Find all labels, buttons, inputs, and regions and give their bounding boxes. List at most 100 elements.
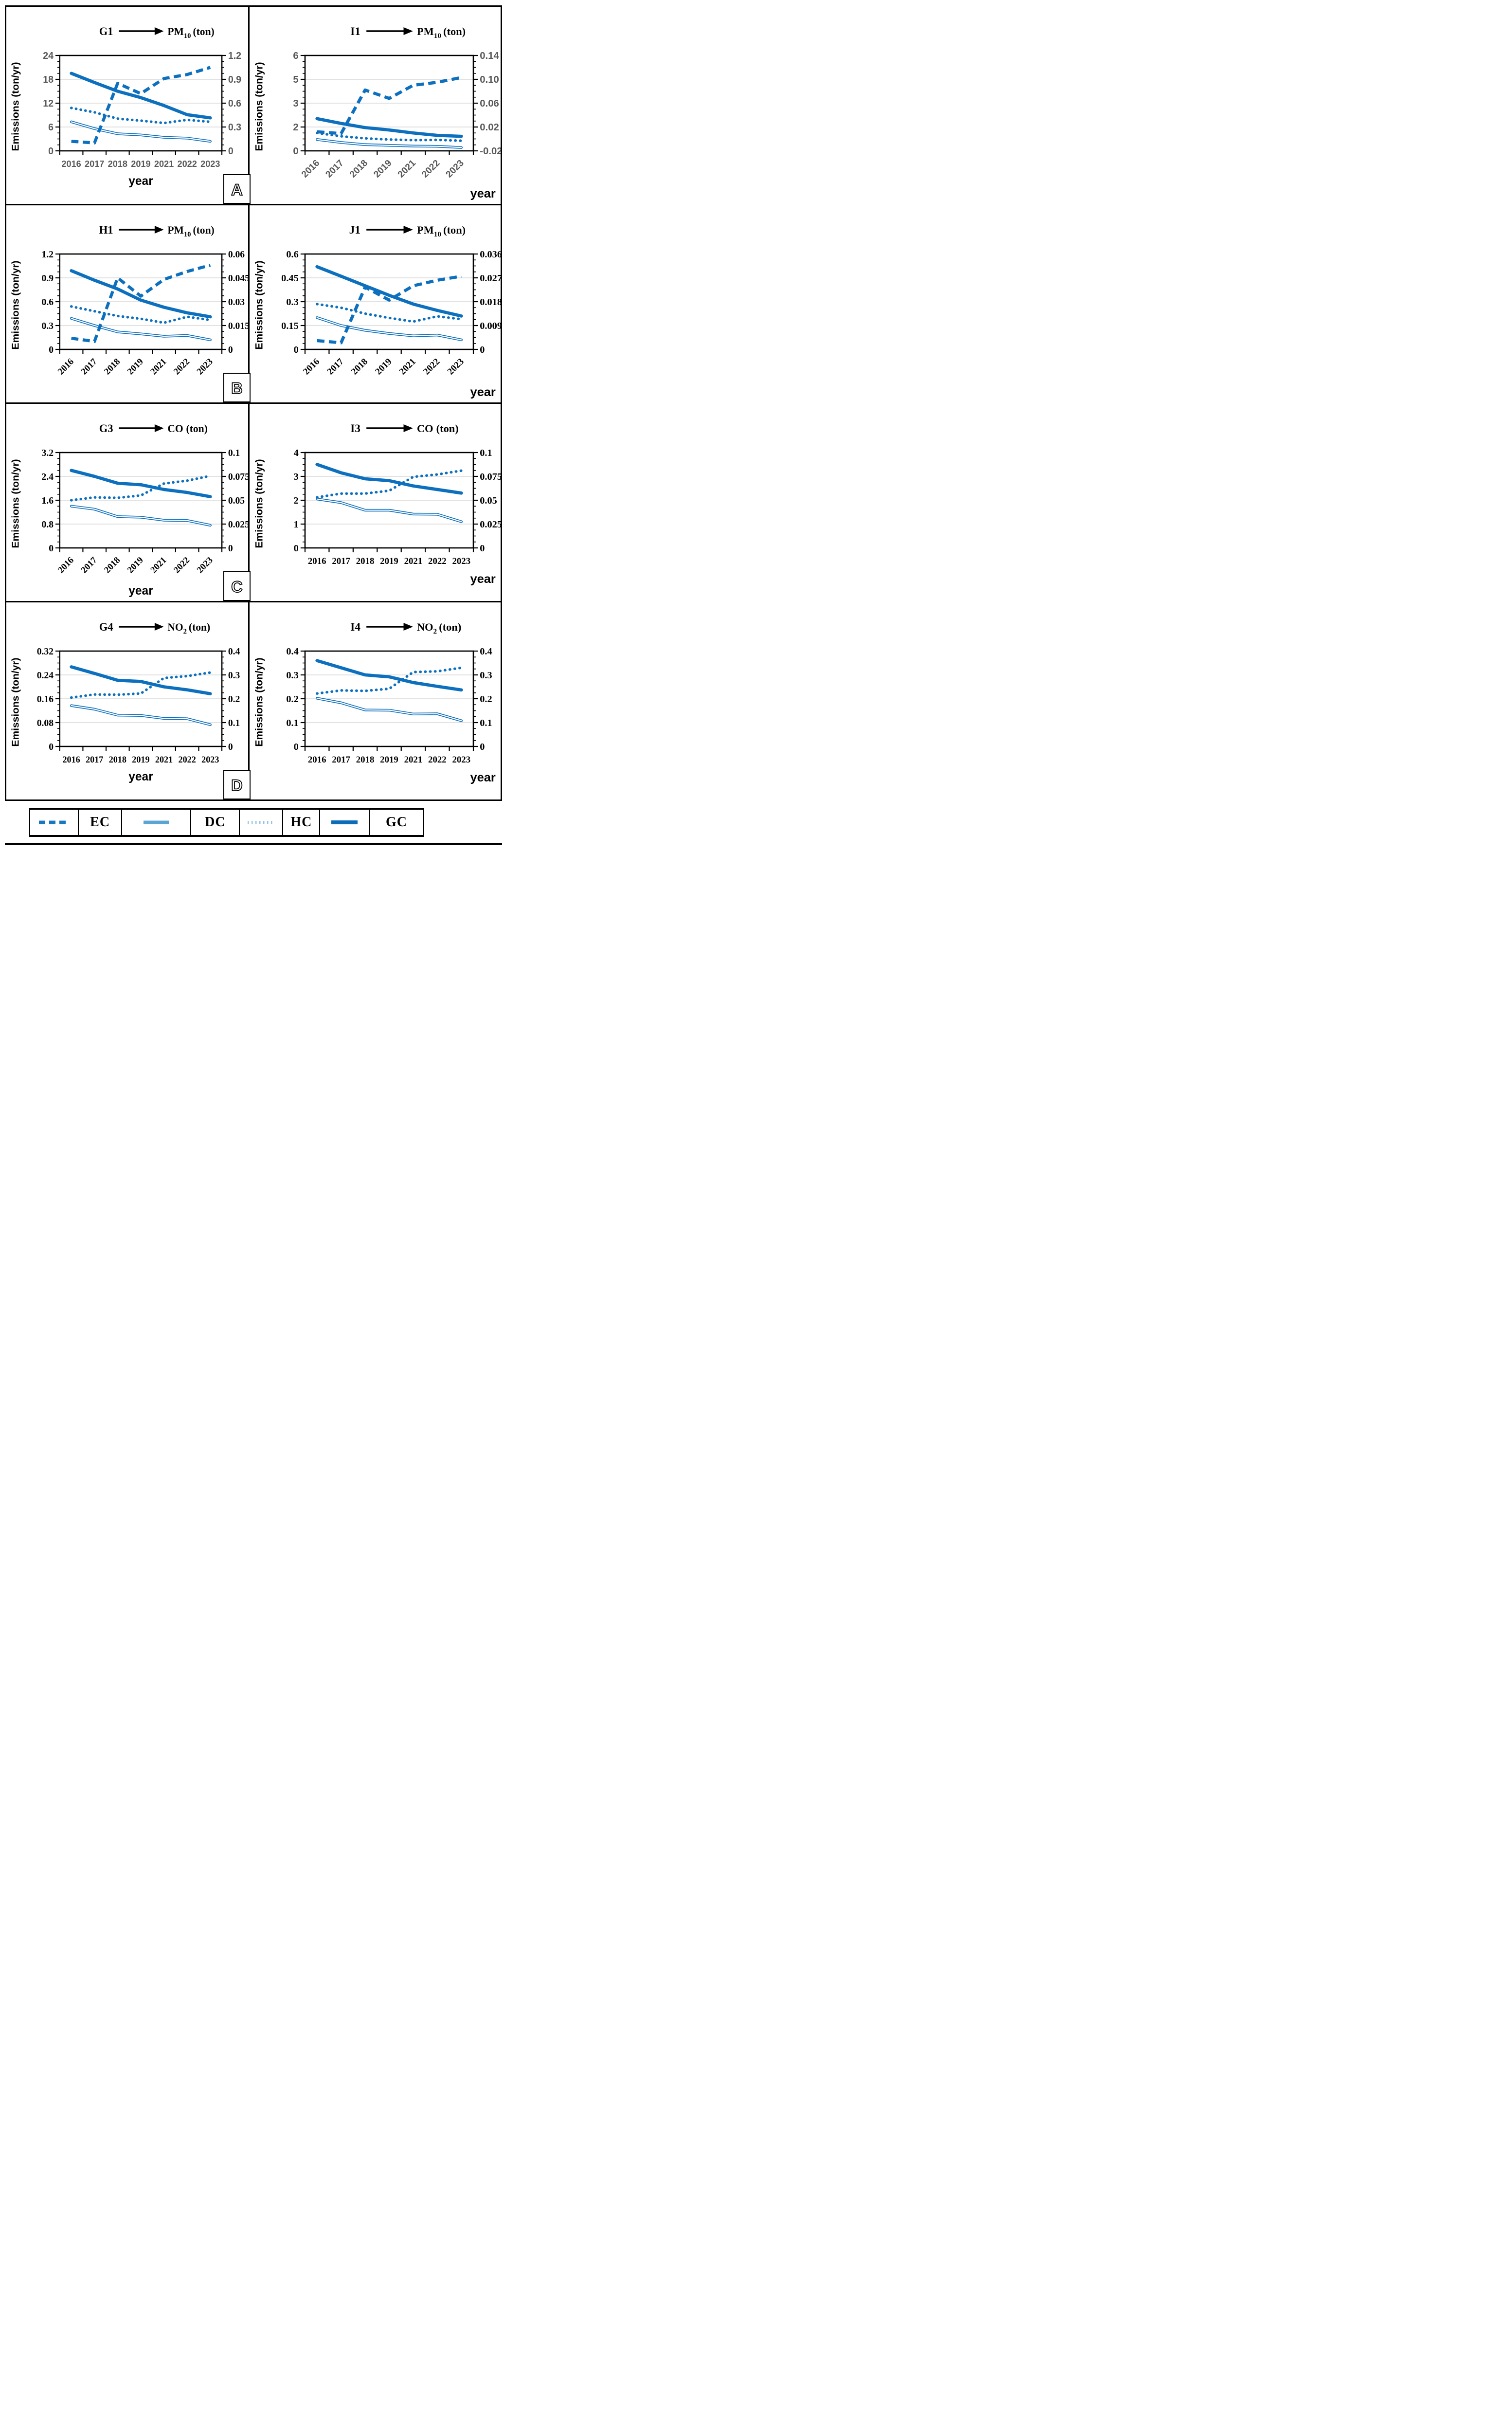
svg-text:2016: 2016 [62, 755, 80, 764]
svg-text:0.015: 0.015 [228, 321, 248, 331]
svg-text:2017: 2017 [85, 159, 104, 169]
svg-text:2016: 2016 [56, 357, 76, 377]
panel-letter-b: B [231, 380, 242, 397]
chart-svg-g4: 0 0.08 0.16 0.24 0.32 0 0.1 0.2 0.3 0.4 2016 2017 20… [10, 621, 240, 783]
svg-text:0.3: 0.3 [286, 297, 298, 308]
svg-text:1.6: 1.6 [42, 495, 54, 506]
legend: EC DC HC GC [29, 808, 424, 837]
svg-text:0.1: 0.1 [228, 448, 240, 458]
svg-text:Emissions (ton/yr): Emissions (ton/yr) [253, 657, 265, 746]
svg-text:0.06: 0.06 [228, 249, 245, 260]
svg-text:2023: 2023 [195, 357, 215, 377]
svg-text:2022: 2022 [428, 755, 447, 765]
svg-text:2018: 2018 [356, 556, 375, 566]
svg-text:year: year [470, 187, 496, 200]
svg-text:2023: 2023 [452, 755, 470, 765]
svg-text:0.025: 0.025 [480, 519, 501, 530]
svg-text:NO2(ton): NO2 (ton) [167, 621, 210, 635]
svg-text:2022: 2022 [178, 159, 197, 169]
svg-text:G1: G1 [99, 25, 113, 37]
svg-text:24: 24 [43, 51, 54, 61]
svg-text:2019: 2019 [373, 357, 394, 377]
svg-text:18: 18 [43, 74, 54, 85]
svg-text:2016: 2016 [308, 755, 326, 765]
svg-text:6: 6 [48, 122, 54, 133]
svg-text:CO(ton): CO (ton) [167, 423, 207, 435]
svg-text:Emissions (ton/yr): Emissions (ton/yr) [253, 62, 265, 151]
svg-text:I3: I3 [350, 422, 360, 435]
svg-text:2017: 2017 [332, 755, 350, 765]
svg-text:0.10: 0.10 [480, 74, 499, 85]
legend-table: EC DC HC GC [29, 808, 424, 837]
svg-text:0.1: 0.1 [228, 718, 240, 728]
svg-text:2.4: 2.4 [42, 472, 54, 482]
svg-text:2021: 2021 [396, 158, 418, 180]
svg-text:2021: 2021 [148, 357, 168, 377]
svg-text:0.3: 0.3 [286, 670, 298, 681]
svg-text:0.1: 0.1 [480, 448, 492, 458]
chart-cell-g4: 0 0.08 0.16 0.24 0.32 0 0.1 0.2 0.3 0.4 2016 2017 20… [6, 602, 250, 799]
svg-text:0.6: 0.6 [286, 249, 298, 260]
svg-text:0.025: 0.025 [228, 519, 248, 530]
legend-label-gc-text: GC [386, 815, 408, 830]
chart-svg-i3: 0 1 2 3 4 0 0.025 0.05 0.075 0.1 2016 2017 2018 2019 2… [253, 422, 501, 586]
svg-text:2021: 2021 [397, 357, 418, 377]
svg-text:2022: 2022 [172, 357, 192, 377]
svg-text:0.009: 0.009 [480, 321, 501, 331]
svg-text:3: 3 [293, 98, 298, 109]
svg-text:2023: 2023 [446, 357, 466, 377]
svg-text:0.2: 0.2 [480, 694, 492, 705]
svg-text:0.3: 0.3 [228, 122, 241, 133]
svg-text:0.045: 0.045 [228, 273, 248, 284]
legend-swatch-dc [122, 810, 192, 835]
svg-text:0.6: 0.6 [228, 98, 241, 109]
svg-text:0.9: 0.9 [42, 273, 54, 284]
legend-swatch-ec [30, 810, 79, 835]
svg-text:Emissions (ton/yr): Emissions (ton/yr) [253, 260, 265, 349]
svg-text:2023: 2023 [201, 755, 219, 764]
svg-text:0.6: 0.6 [42, 297, 54, 308]
svg-text:0.06: 0.06 [480, 98, 499, 109]
svg-text:1.2: 1.2 [42, 249, 54, 260]
svg-text:0.05: 0.05 [228, 495, 245, 506]
svg-text:2018: 2018 [109, 755, 126, 764]
svg-text:2023: 2023 [452, 556, 470, 566]
svg-text:Emissions (ton/yr): Emissions (ton/yr) [253, 459, 265, 548]
svg-text:0.05: 0.05 [480, 495, 497, 506]
svg-text:NO2(ton): NO2 (ton) [417, 621, 461, 635]
svg-text:2023: 2023 [444, 158, 466, 180]
svg-text:I1: I1 [350, 25, 360, 38]
svg-text:0.15: 0.15 [281, 321, 299, 331]
svg-text:0.2: 0.2 [286, 694, 298, 705]
svg-text:0: 0 [49, 345, 54, 355]
chart-svg-i4: 0 0.1 0.2 0.3 0.4 0 0.1 0.2 0.3 0.4 2016 2017 2018 20… [253, 621, 496, 784]
svg-text:2023: 2023 [195, 555, 215, 576]
svg-text:2018: 2018 [108, 159, 127, 169]
chart-cell-i1: 0 2 3 5 6 -0.02 0.02 0.06 0.10 0.14 2016 2017 2018 20… [250, 7, 501, 204]
svg-text:2016: 2016 [56, 555, 76, 576]
svg-text:PM10(ton): PM10 (ton) [167, 224, 214, 238]
svg-text:0: 0 [228, 345, 233, 355]
svg-text:2016: 2016 [301, 356, 322, 377]
chart-cell-g1: 0 6 12 18 24 0 0.3 0.6 0.9 1.2 2016 2017 2018 2019 202… [6, 7, 250, 204]
svg-text:3: 3 [294, 472, 299, 482]
dc-light-solid-line-icon [144, 820, 169, 824]
svg-text:Emissions (ton/yr): Emissions (ton/yr) [10, 62, 21, 151]
svg-text:year: year [470, 385, 496, 399]
svg-text:0: 0 [228, 742, 233, 752]
svg-text:0: 0 [294, 742, 299, 752]
svg-text:2018: 2018 [349, 357, 370, 377]
svg-text:1: 1 [294, 519, 299, 530]
svg-text:0: 0 [49, 543, 54, 554]
svg-text:0.2: 0.2 [228, 694, 240, 705]
ec-dashed-line-icon [39, 820, 70, 824]
svg-text:year: year [470, 771, 496, 784]
svg-text:2018: 2018 [348, 158, 370, 180]
panel-label-a: A [223, 174, 251, 204]
svg-text:2023: 2023 [200, 159, 220, 169]
svg-text:0: 0 [480, 543, 485, 554]
svg-text:2019: 2019 [132, 755, 149, 764]
svg-text:J1: J1 [349, 224, 360, 236]
